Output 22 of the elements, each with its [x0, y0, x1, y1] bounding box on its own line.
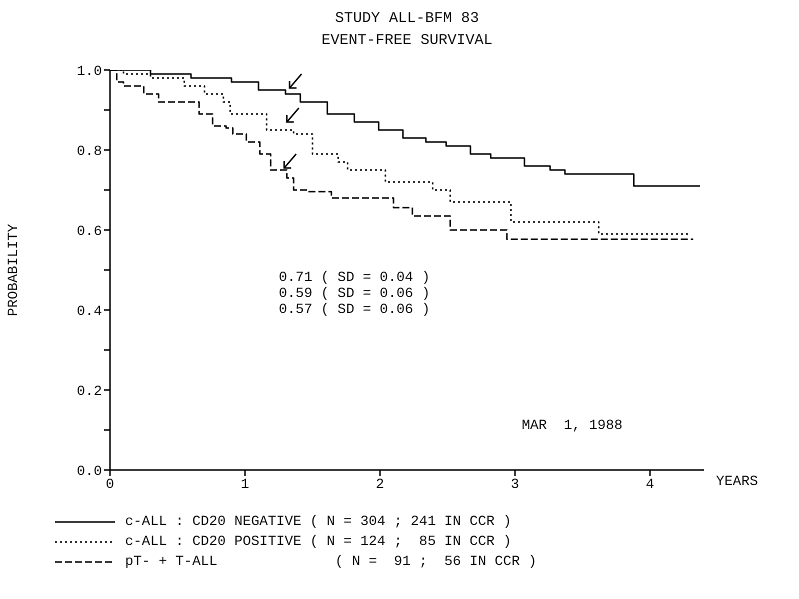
annotation: MAR 1, 1988 [522, 418, 623, 434]
legend-label: pT- + T-ALL ( N = 91 ; 56 IN CCR ) [125, 553, 537, 572]
x-tick-label: 2 [376, 476, 384, 493]
annotation: 0.59 ( SD = 0.06 ) [278, 286, 430, 302]
y-tick-label: 0.0 [76, 464, 102, 480]
x-axis-title: YEARS [716, 474, 758, 490]
y-tick-label: 1.0 [76, 64, 102, 80]
y-tick-label: 0.2 [76, 384, 102, 400]
annotation: 0.71 ( SD = 0.04 ) [278, 270, 430, 286]
chart-title: STUDY ALL-BFM 83 [334, 9, 480, 29]
annotation: 0.57 ( SD = 0.06 ) [278, 302, 430, 318]
x-tick-label: 4 [646, 476, 654, 493]
y-tick-label: 0.6 [76, 224, 102, 240]
chart-subtitle: EVENT-FREE SURVIVAL [320, 31, 494, 51]
legend-label: c-ALL : CD20 NEGATIVE ( N = 304 ; 241 IN CCR ) [125, 513, 512, 532]
y-tick-label: 0.8 [76, 144, 102, 160]
x-tick-label: 0 [106, 476, 114, 493]
y-tick-label: 0.4 [76, 304, 102, 320]
x-tick-label: 3 [510, 476, 520, 493]
legend-label: c-ALL : CD20 POSITIVE ( N = 124 ; 85 IN CCR ) [125, 533, 512, 552]
y-axis-title: PROBABILITY [6, 223, 22, 316]
x-tick-label: 1 [240, 476, 250, 493]
